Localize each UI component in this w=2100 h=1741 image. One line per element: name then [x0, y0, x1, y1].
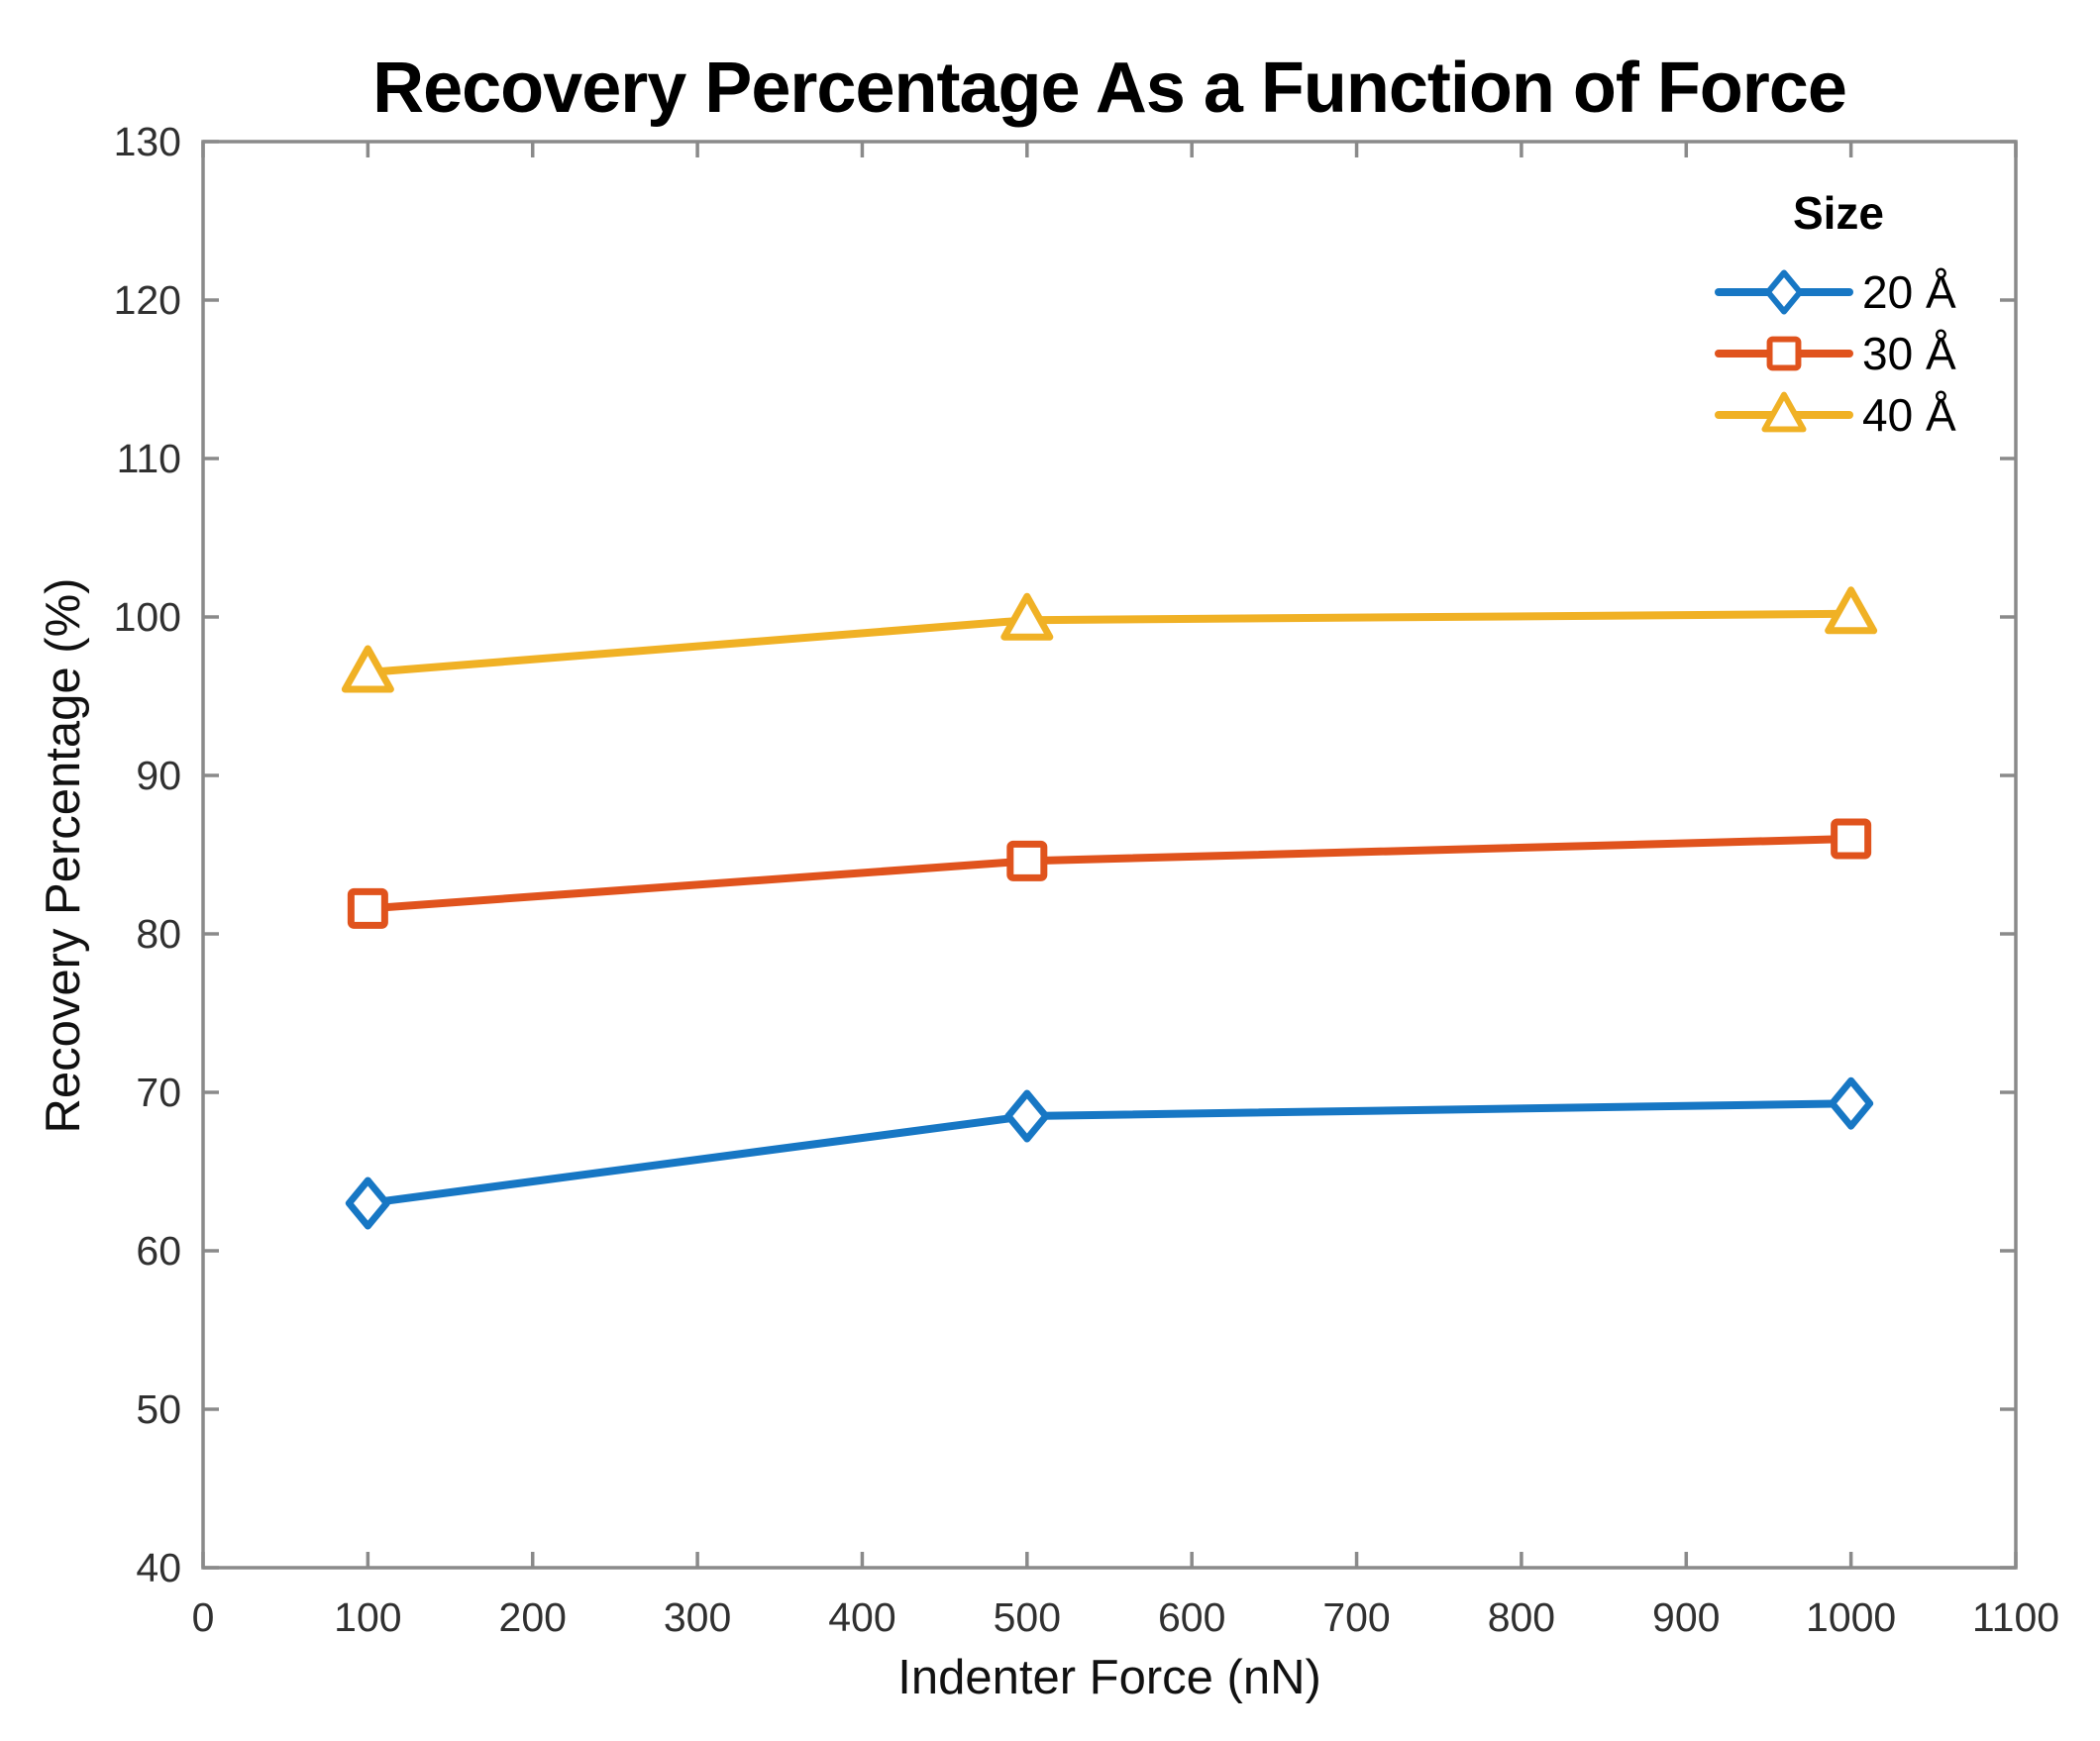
- x-tick-label: 200: [499, 1594, 567, 1640]
- y-tick-label: 80: [136, 911, 181, 957]
- y-axis-label: Recovery Percentage (%): [37, 577, 90, 1134]
- series-2-marker-triangle-icon: [1825, 586, 1878, 635]
- series-line-1: [364, 835, 1855, 913]
- x-tick-label: 1000: [1806, 1594, 1896, 1640]
- y-tick-label: 70: [136, 1070, 181, 1115]
- series-1-marker-square-icon: [347, 887, 388, 929]
- x-tick-label: 100: [334, 1594, 401, 1640]
- legend-marker-triangle-icon: [1761, 391, 1807, 433]
- series-1-marker-square-icon: [1831, 818, 1872, 860]
- series-0-marker-diamond-icon: [1829, 1076, 1874, 1130]
- y-tick-label: 120: [114, 277, 181, 323]
- x-tick-label: 500: [994, 1594, 1061, 1640]
- x-tick-label: 800: [1488, 1594, 1555, 1640]
- series-2-marker-triangle-icon: [1000, 592, 1054, 641]
- legend-title: Size: [1793, 187, 1884, 239]
- series-line-2: [364, 609, 1855, 676]
- legend-marker-diamond-icon: [1764, 269, 1804, 315]
- x-tick-label: 0: [192, 1594, 215, 1640]
- y-tick-label: 130: [114, 119, 181, 164]
- y-tick-label: 50: [136, 1386, 181, 1432]
- y-tick-label: 100: [114, 594, 181, 640]
- series-line-0: [364, 1099, 1855, 1207]
- chart-title: Recovery Percentage As a Function of For…: [372, 49, 1847, 128]
- x-tick-label: 900: [1652, 1594, 1720, 1640]
- y-tick-label: 110: [117, 436, 181, 481]
- series-1-marker-square-icon: [1006, 840, 1048, 881]
- legend-entry-label: 20 Å: [1862, 266, 1956, 318]
- plot-box: [201, 140, 2018, 1570]
- x-tick-label: 600: [1158, 1594, 1225, 1640]
- x-tick-label: 400: [828, 1594, 895, 1640]
- legend-entry-label: 30 Å: [1862, 328, 1956, 379]
- x-tick-label: 700: [1322, 1594, 1390, 1640]
- y-tick-label: 40: [136, 1545, 181, 1590]
- x-axis-label: Indenter Force (nN): [897, 1651, 1321, 1704]
- series-0-marker-diamond-icon: [345, 1177, 390, 1230]
- legend-entry-label: 40 Å: [1862, 389, 1956, 441]
- y-tick-label: 90: [136, 753, 181, 798]
- legend-marker-square-icon: [1766, 336, 1802, 371]
- y-tick-label: 60: [136, 1228, 181, 1274]
- x-tick-label: 300: [664, 1594, 731, 1640]
- series-0-marker-diamond-icon: [1004, 1089, 1050, 1143]
- x-tick-label: 1100: [1972, 1594, 2059, 1640]
- series-2-marker-triangle-icon: [341, 645, 394, 693]
